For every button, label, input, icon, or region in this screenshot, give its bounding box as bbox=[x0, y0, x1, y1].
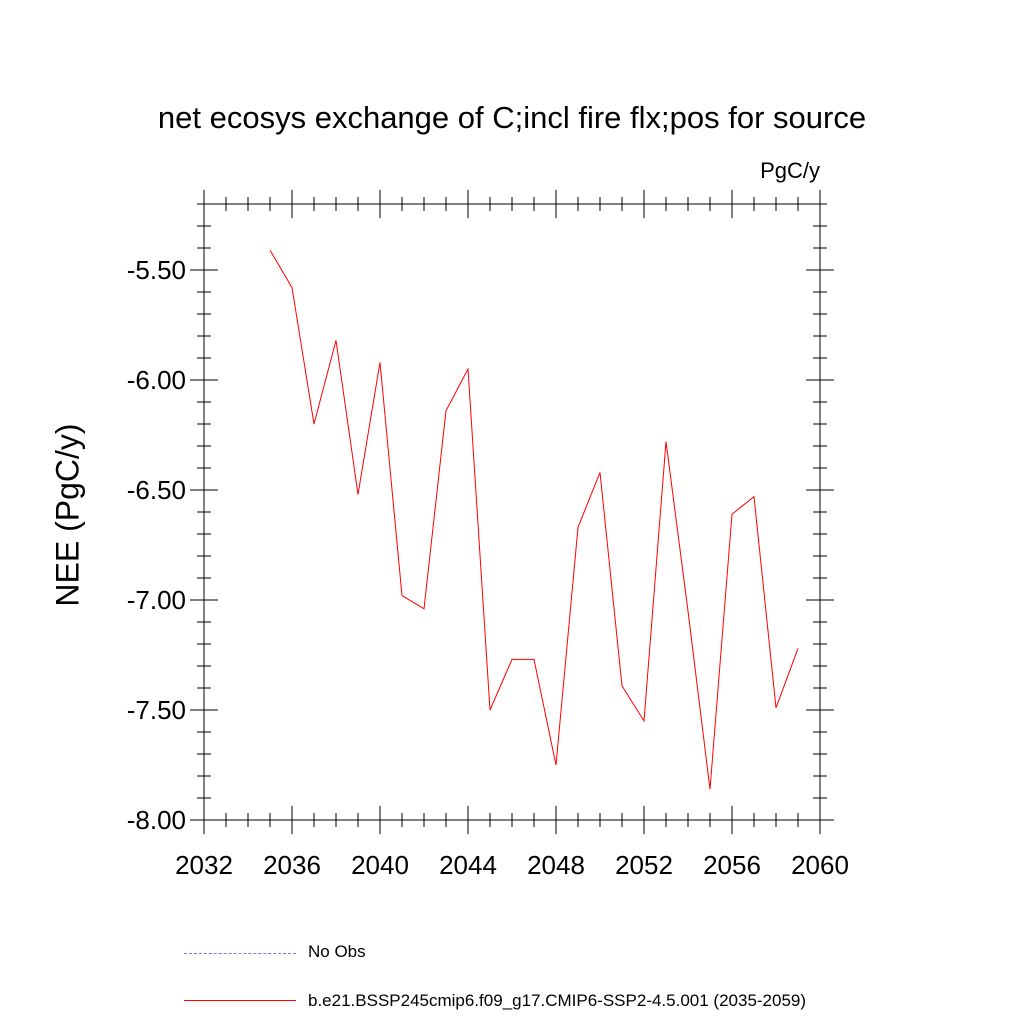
legend-swatch-dashed bbox=[184, 953, 296, 954]
y-tick-label: -6.00 bbox=[127, 365, 186, 395]
x-tick-label: 2036 bbox=[263, 850, 321, 880]
y-tick-label: -8.00 bbox=[127, 805, 186, 835]
x-tick-label: 2044 bbox=[439, 850, 497, 880]
y-tick-label: -7.00 bbox=[127, 585, 186, 615]
x-tick-label: 2060 bbox=[791, 850, 849, 880]
y-tick-label: -5.50 bbox=[127, 255, 186, 285]
legend-label: b.e21.BSSP245cmip6.f09_g17.CMIP6-SSP2-4.… bbox=[308, 991, 806, 1011]
tick-labels: 2032 2036 2040 2044 2048 2052 2056 2060 -5.50 -6.… bbox=[127, 255, 849, 880]
x-tick-label: 2052 bbox=[615, 850, 673, 880]
legend-swatch-solid bbox=[184, 1000, 296, 1001]
series-line bbox=[270, 250, 798, 789]
y-tick-label: -7.50 bbox=[127, 695, 186, 725]
legend-label: No Obs bbox=[308, 942, 366, 962]
axis-ticks bbox=[190, 190, 834, 834]
x-tick-label: 2032 bbox=[175, 850, 233, 880]
x-tick-label: 2056 bbox=[703, 850, 761, 880]
plot-frame bbox=[204, 204, 820, 820]
y-tick-label: -6.50 bbox=[127, 475, 186, 505]
x-tick-label: 2040 bbox=[351, 850, 409, 880]
x-tick-label: 2048 bbox=[527, 850, 585, 880]
